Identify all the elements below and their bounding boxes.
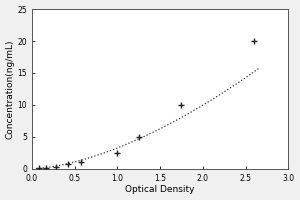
- X-axis label: Optical Density: Optical Density: [125, 185, 195, 194]
- Y-axis label: Concentration(ng/mL): Concentration(ng/mL): [6, 39, 15, 139]
